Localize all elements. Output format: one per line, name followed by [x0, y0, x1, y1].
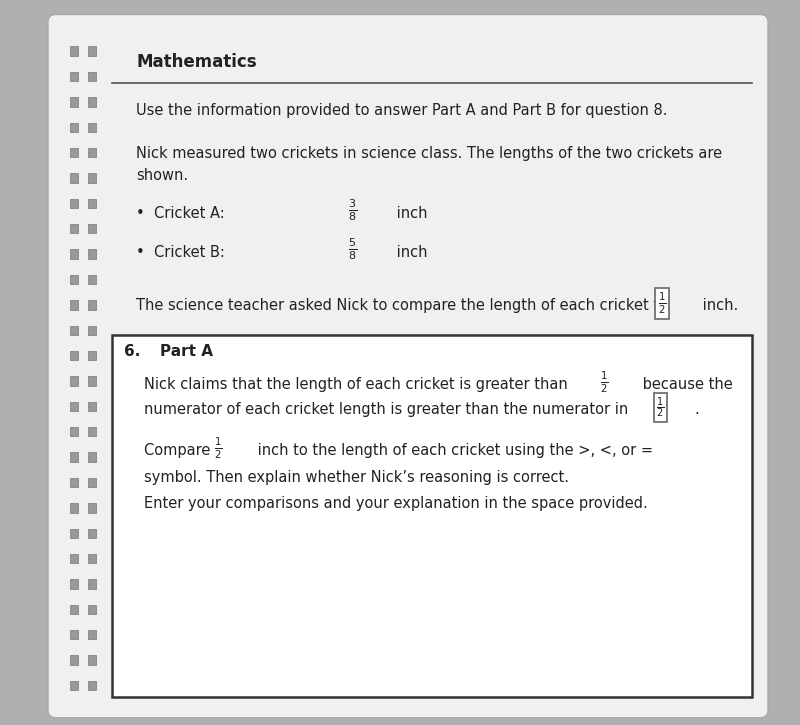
Bar — [88, 148, 96, 157]
Bar — [88, 529, 96, 538]
Bar — [70, 605, 78, 614]
Bar — [88, 199, 96, 208]
Bar — [88, 173, 96, 183]
Bar — [88, 452, 96, 462]
Bar — [70, 351, 78, 360]
Bar — [88, 326, 96, 335]
Text: inch.: inch. — [698, 299, 738, 313]
Bar — [88, 579, 96, 589]
Bar — [70, 503, 78, 513]
Bar — [88, 275, 96, 284]
Text: inch: inch — [392, 206, 427, 220]
Text: Nick claims that the length of each cricket is greater than: Nick claims that the length of each cric… — [144, 377, 572, 392]
Bar — [88, 402, 96, 411]
Text: numerator of each cricket length is greater than the numerator in: numerator of each cricket length is grea… — [144, 402, 628, 417]
Text: $\frac{1}{2}$: $\frac{1}{2}$ — [600, 370, 609, 394]
Bar — [88, 123, 96, 132]
Text: $\frac{1}{2}$: $\frac{1}{2}$ — [214, 436, 223, 461]
Bar — [88, 376, 96, 386]
Text: inch to the length of each cricket using the >, <, or =: inch to the length of each cricket using… — [253, 444, 653, 458]
Bar — [70, 376, 78, 386]
Bar — [70, 630, 78, 639]
Bar — [70, 554, 78, 563]
Text: symbol. Then explain whether Nick’s reasoning is correct.: symbol. Then explain whether Nick’s reas… — [144, 470, 569, 484]
Bar — [88, 97, 96, 107]
Text: $\frac{5}{8}$: $\frac{5}{8}$ — [348, 236, 357, 262]
FancyBboxPatch shape — [48, 14, 768, 718]
Bar — [88, 655, 96, 665]
Text: Part A: Part A — [160, 344, 213, 359]
Bar — [88, 351, 96, 360]
Bar — [70, 579, 78, 589]
Bar — [88, 300, 96, 310]
Bar — [70, 300, 78, 310]
Text: Mathematics: Mathematics — [136, 53, 257, 70]
Bar — [70, 655, 78, 665]
Text: The science teacher asked Nick to compare the length of each cricket to: The science teacher asked Nick to compar… — [136, 299, 673, 313]
Text: because the: because the — [638, 377, 733, 392]
Text: $\frac{1}{2}$: $\frac{1}{2}$ — [658, 291, 666, 316]
Text: Enter your comparisons and your explanation in the space provided.: Enter your comparisons and your explanat… — [144, 496, 648, 510]
Text: shown.: shown. — [136, 168, 188, 183]
Bar — [88, 427, 96, 436]
Bar — [70, 275, 78, 284]
Text: •  Cricket B:: • Cricket B: — [136, 245, 230, 260]
Text: $\frac{1}{2}$: $\frac{1}{2}$ — [656, 395, 664, 420]
Text: $\frac{3}{8}$: $\frac{3}{8}$ — [348, 197, 357, 223]
Text: 6.: 6. — [124, 344, 140, 359]
Bar — [70, 681, 78, 690]
Bar — [88, 249, 96, 259]
Bar — [88, 503, 96, 513]
Bar — [70, 173, 78, 183]
Bar — [70, 452, 78, 462]
Text: •  Cricket A:: • Cricket A: — [136, 206, 230, 220]
Text: Compare: Compare — [144, 444, 215, 458]
Bar — [88, 605, 96, 614]
Bar — [88, 46, 96, 56]
Bar — [70, 123, 78, 132]
Text: Use the information provided to answer Part A and Part B for question 8.: Use the information provided to answer P… — [136, 103, 667, 117]
Bar — [88, 554, 96, 563]
Bar — [88, 224, 96, 233]
Bar — [70, 249, 78, 259]
Bar — [88, 478, 96, 487]
Bar — [88, 630, 96, 639]
Bar — [70, 478, 78, 487]
Bar — [70, 529, 78, 538]
Bar — [70, 326, 78, 335]
Bar — [70, 97, 78, 107]
Text: Nick measured two crickets in science class. The lengths of the two crickets are: Nick measured two crickets in science cl… — [136, 146, 722, 161]
Bar — [70, 148, 78, 157]
Bar — [70, 72, 78, 81]
Bar — [70, 402, 78, 411]
Bar — [70, 199, 78, 208]
Text: inch: inch — [392, 245, 427, 260]
Text: .: . — [694, 402, 699, 417]
Bar — [70, 427, 78, 436]
FancyBboxPatch shape — [112, 335, 752, 697]
Bar — [88, 681, 96, 690]
Bar — [70, 224, 78, 233]
Bar — [70, 46, 78, 56]
Bar — [88, 72, 96, 81]
